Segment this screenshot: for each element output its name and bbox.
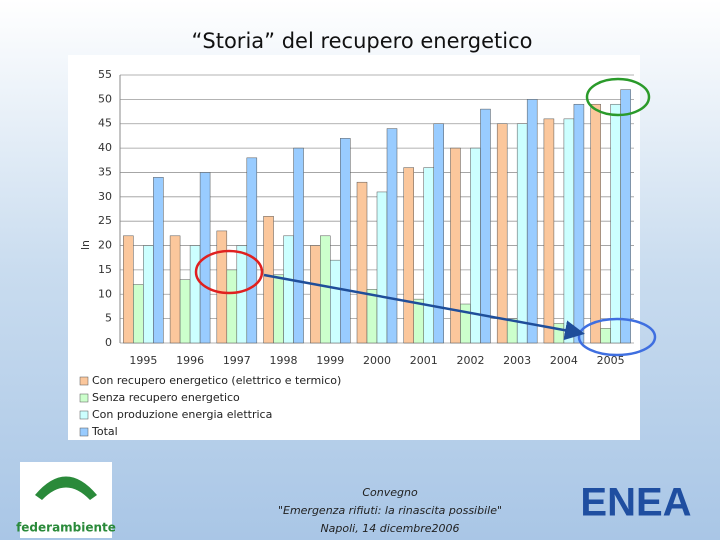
- legend-label: Con recupero energetico (elettrico e ter…: [92, 374, 341, 387]
- x-tick-label: 1997: [223, 354, 251, 367]
- bar: [460, 303, 471, 344]
- footer-line: Convegno: [362, 486, 418, 499]
- bar: [590, 103, 601, 344]
- bar: [480, 108, 491, 344]
- y-tick-label: 15: [98, 263, 112, 276]
- y-tick-label: 5: [105, 312, 112, 325]
- legend-swatch: [79, 427, 89, 437]
- bar: [356, 181, 368, 344]
- bar: [123, 235, 134, 344]
- trend-arrow: [263, 273, 585, 341]
- x-tick-label: 1996: [176, 354, 204, 367]
- y-tick-label: 35: [98, 165, 112, 178]
- bar: [423, 167, 434, 344]
- bar: [610, 103, 621, 344]
- logo-right: ENEA: [580, 481, 691, 525]
- legend-label: Con produzione energia elettrica: [92, 408, 272, 421]
- y-tick-label: 45: [98, 117, 112, 130]
- bar: [366, 289, 378, 344]
- bar: [563, 118, 575, 344]
- bar: [293, 147, 304, 344]
- logo-mark: [35, 476, 97, 500]
- slide-title: “Storia” del recupero energetico: [192, 29, 533, 53]
- bar: [340, 138, 351, 344]
- bar: [403, 167, 414, 344]
- bar: [246, 157, 258, 344]
- y-tick-label: 30: [98, 190, 112, 203]
- y-tick-label: 10: [98, 287, 112, 300]
- bar: [179, 279, 191, 344]
- bar: [189, 245, 201, 344]
- bar: [330, 259, 341, 344]
- bar: [263, 216, 274, 344]
- bar: [320, 235, 331, 344]
- highlight-oval: [194, 249, 264, 295]
- bar: [496, 123, 508, 344]
- chart: 0 5 10 15 20 25 30 35 40 45 50 55 ln 1995 1996 1997 1998…: [79, 68, 634, 438]
- y-tick-label: 40: [98, 141, 112, 154]
- bar: [226, 269, 238, 344]
- x-tick-label: 1998: [270, 354, 298, 367]
- bar: [600, 328, 611, 344]
- footer-line: Napoli, 14 dicembre2006: [320, 522, 459, 535]
- x-tick-label: 2001: [410, 354, 438, 367]
- x-tick-label: 2000: [363, 354, 391, 367]
- x-tick-label: 2005: [597, 354, 625, 367]
- bar: [133, 284, 144, 344]
- y-tick-label: 50: [98, 92, 112, 105]
- legend-label: Total: [91, 425, 118, 438]
- x-tick-label: 2003: [503, 354, 531, 367]
- bar: [143, 245, 154, 344]
- y-tick-label: 20: [98, 239, 112, 252]
- bar: [169, 235, 181, 344]
- y-axis-label: ln: [79, 240, 92, 250]
- bar: [216, 230, 228, 344]
- y-tick-label: 0: [105, 336, 112, 349]
- x-tick-label: 2004: [550, 354, 578, 367]
- bar: [413, 298, 424, 344]
- bar: [310, 245, 321, 344]
- bar: [450, 147, 461, 344]
- legend-label: Senza recupero energetico: [92, 391, 240, 404]
- bar: [553, 323, 565, 344]
- legend-swatch: [79, 410, 89, 420]
- bar: [516, 123, 528, 344]
- footer-line: "Emergenza rifiuti: la rinascita possibi…: [278, 504, 502, 517]
- logo-left-box: [20, 462, 112, 538]
- highlight-oval: [585, 77, 651, 117]
- y-tick-label: 55: [98, 68, 112, 81]
- bar: [620, 89, 631, 344]
- bar: [153, 177, 164, 344]
- bar: [573, 103, 585, 344]
- x-tick-label: 1995: [129, 354, 157, 367]
- bar: [386, 128, 398, 344]
- bar: [376, 191, 388, 344]
- bar: [273, 274, 284, 344]
- bar: [283, 235, 294, 344]
- bar: [526, 99, 538, 344]
- y-tick-label: 25: [98, 214, 112, 227]
- x-tick-label: 2002: [456, 354, 484, 367]
- legend-swatch: [79, 393, 89, 403]
- bar: [236, 245, 248, 344]
- x-tick-label: 1999: [316, 354, 344, 367]
- legend-swatch: [79, 376, 89, 386]
- bar: [433, 123, 444, 344]
- logo-left: federambiente: [16, 521, 116, 535]
- bar: [543, 118, 555, 344]
